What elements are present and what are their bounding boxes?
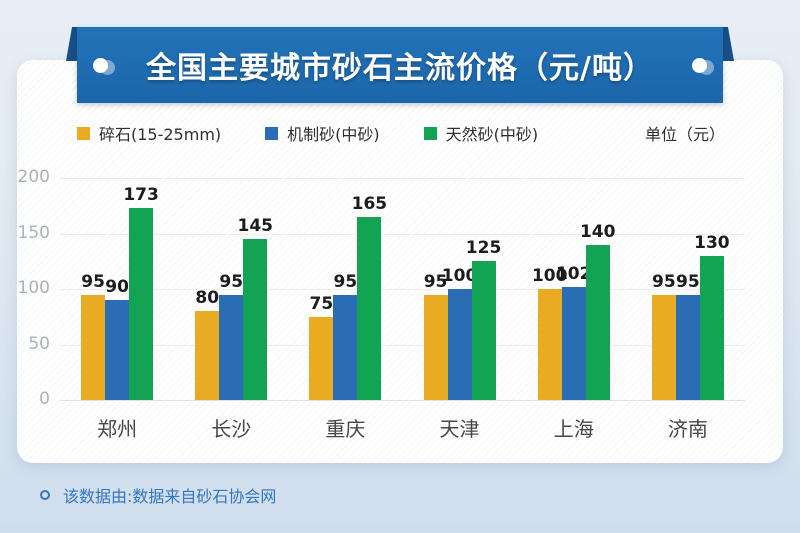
x-axis-label-长沙: 长沙 <box>211 417 252 441</box>
bar-天然砂(中砂)-天津: 125 <box>466 238 501 400</box>
bar-value-label: 130 <box>694 232 730 253</box>
bar-碎石(15-25mm)-长沙: 80 <box>195 288 220 400</box>
bar-碎石(15-25mm)-济南: 95 <box>651 272 676 400</box>
bar-碎石(15-25mm)-上海: 100 <box>532 266 567 400</box>
legend-label-1: 机制砂(中砂) <box>287 125 380 144</box>
unit-label: 单位（元） <box>644 125 725 144</box>
bar-天然砂(中砂)-长沙: 145 <box>237 216 273 400</box>
y-axis-tick-150: 150 <box>17 222 50 243</box>
bar-group-天津: 95 100 125 <box>423 178 501 400</box>
y-axis-tick-50: 50 <box>28 333 50 354</box>
bar-机制砂(中砂)-长沙: 95 <box>219 272 244 400</box>
bar-value-label: 145 <box>237 216 273 237</box>
legend-swatch-icon-1 <box>265 126 279 140</box>
bar-机制砂(中砂)-郑州: 90 <box>105 277 130 400</box>
y-axis-tick-200: 200 <box>17 167 50 187</box>
gridline-200 <box>60 178 745 179</box>
gridline-100 <box>60 289 745 290</box>
x-axis-label-济南: 济南 <box>667 417 708 441</box>
legend-swatch-icon-0 <box>77 126 90 140</box>
bar-value-label: 95 <box>652 271 676 292</box>
bar-value-label: 173 <box>123 184 159 205</box>
page-title: 全国主要城市砂石主流价格（元/吨） <box>146 51 654 86</box>
bar-机制砂(中砂)-上海: 102 <box>556 264 591 400</box>
footer: 该数据由:数据来自砂石协会网 <box>40 483 276 507</box>
bar-天然砂(中砂)-郑州: 173 <box>123 185 159 400</box>
ribbon-fold-right <box>722 27 734 61</box>
x-axis-label-郑州: 郑州 <box>97 417 138 441</box>
bar-group-郑州: 95 90 173 <box>81 178 159 400</box>
bar-碎石(15-25mm)-郑州: 95 <box>81 272 106 400</box>
bar-value-label: 100 <box>531 266 568 286</box>
y-axis-tick-0: 0 <box>39 389 50 409</box>
bar-value-label: 95 <box>676 271 700 292</box>
data-source-note: 该数据由:数据来自砂石协会网 <box>63 487 277 506</box>
gridline-50 <box>60 344 745 346</box>
bar-value-label: 125 <box>465 238 502 259</box>
x-axis-labels: 郑州 长沙 重庆 天津 上海 济南 <box>60 413 745 442</box>
y-axis-tick-100: 100 <box>17 278 50 298</box>
legend-label-2: 天然砂(中砂) <box>445 125 539 144</box>
bar-value-label: 95 <box>333 271 358 292</box>
bar-value-label: 102 <box>555 263 592 284</box>
bar-天然砂(中砂)-上海: 140 <box>580 222 615 400</box>
bar-value-label: 100 <box>441 266 478 286</box>
gridline-150 <box>60 233 745 235</box>
legend-item-0: 碎石(15-25mm) <box>77 121 221 145</box>
bar-天然砂(中砂)-济南: 130 <box>694 233 730 400</box>
chart-legend: 碎石(15-25mm) 机制砂(中砂) 天然砂(中砂) 单位（元） <box>77 121 725 145</box>
bar-value-label: 140 <box>579 221 616 242</box>
bar-value-label: 75 <box>309 293 334 314</box>
banner-dot-right-icon <box>691 57 707 73</box>
bar-机制砂(中砂)-济南: 95 <box>675 272 700 400</box>
bar-group-上海: 100 102 140 <box>532 178 615 400</box>
legend-swatch-icon-2 <box>423 126 437 140</box>
bar-groups: 95 90 173 80 95 145 75 95 165 95 100 125 100 102 140 95… <box>60 178 745 400</box>
bar-group-重庆: 75 95 165 <box>309 178 387 400</box>
x-axis-label-上海: 上海 <box>553 417 594 441</box>
bar-碎石(15-25mm)-重庆: 75 <box>309 294 334 400</box>
bar-value-label: 165 <box>351 193 388 214</box>
bar-机制砂(中砂)-天津: 100 <box>442 266 477 400</box>
bar-机制砂(中砂)-重庆: 95 <box>333 272 358 400</box>
bar-value-label: 95 <box>81 271 105 292</box>
bar-天然砂(中砂)-重庆: 165 <box>352 194 387 400</box>
x-axis-label-重庆: 重庆 <box>325 417 366 441</box>
bar-value-label: 90 <box>105 277 129 298</box>
legend-label-0: 碎石(15-25mm) <box>99 125 222 144</box>
bar-碎石(15-25mm)-天津: 95 <box>423 272 448 400</box>
legend-item-1: 机制砂(中砂) <box>265 121 380 145</box>
banner-dot-left-icon <box>93 57 109 73</box>
x-axis-label-天津: 天津 <box>439 417 480 441</box>
gridline-0 <box>60 400 745 401</box>
bar-group-长沙: 80 95 145 <box>195 178 273 400</box>
legend-item-2: 天然砂(中砂) <box>423 121 539 145</box>
bar-value-label: 95 <box>219 271 244 292</box>
title-banner: 全国主要城市砂石主流价格（元/吨） <box>77 27 723 103</box>
bar-group-济南: 95 95 130 <box>651 178 730 400</box>
bar-value-label: 95 <box>423 271 448 292</box>
circle-bullet-icon <box>40 490 50 500</box>
bar-value-label: 80 <box>195 288 220 309</box>
